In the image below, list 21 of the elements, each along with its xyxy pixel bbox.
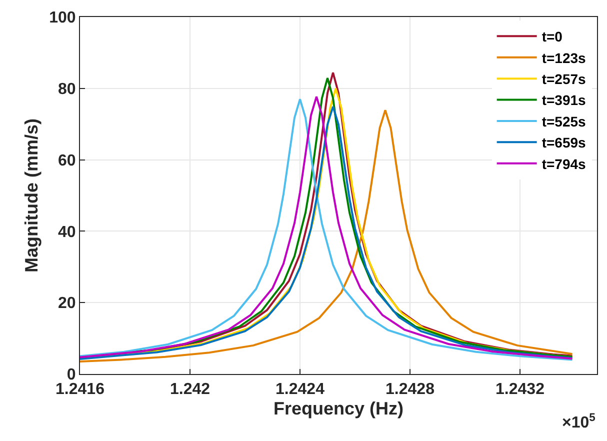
legend-label: t=257s [542,71,586,88]
legend-label: t=391s [542,92,586,108]
legend-label: t=659s [542,134,586,151]
legend-label: t=525s [542,113,586,130]
x-tick-label: 1.242 [170,381,210,398]
x-axis-title: Frequency (Hz) [273,398,404,418]
x-tick-label: 1.2428 [386,381,435,398]
y-tick-label: 40 [58,224,76,241]
y-tick-label: 60 [58,152,76,170]
legend-label: t=123s [542,50,586,66]
y-axis-title: Magnitude (mm/s) [21,118,42,273]
y-tick-label: 100 [49,10,76,27]
y-tick-label: 0 [66,366,76,384]
y-tick-label: 80 [58,81,76,98]
x-tick-label: 1.2424 [276,381,325,398]
text: ×10$^{5}$ [562,412,596,432]
x-tick-label: 1.2432 [496,381,545,398]
legend-label: t=794s [542,156,586,172]
x-tick-label: 1.2416 [56,381,105,398]
legend-label: t=0 [542,28,563,45]
y-tick-label: 20 [58,295,76,312]
